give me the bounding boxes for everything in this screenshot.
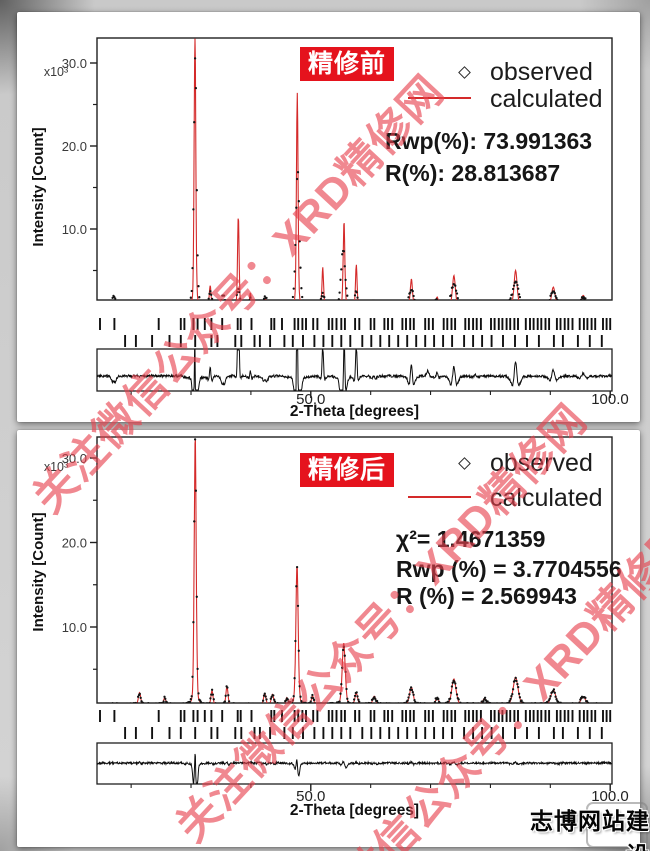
stat-chi2-after: χ²= 1.4671359 (396, 526, 546, 552)
svg-text:10.0: 10.0 (62, 222, 87, 237)
legend-calculated-label: calculated (490, 85, 603, 113)
legend-observed-label: observed (490, 58, 593, 86)
logo-frame (586, 802, 648, 848)
stat-r-after: R (%) = 2.569943 (396, 583, 577, 609)
logo-title: 志博网站建设 (530, 808, 650, 851)
svg-text:Intensity [Count]: Intensity [Count] (30, 127, 47, 246)
legend-observed-label: observed (490, 449, 593, 477)
svg-text:20.0: 20.0 (62, 536, 87, 551)
svg-text:100.0: 100.0 (591, 788, 629, 805)
chart-card-after: 10.0 20.0 30.0 x10³ Intensity [Count] 50.0 100… (17, 430, 640, 847)
stat-rwp-after: Rwp (%) = 3.7704556 (396, 556, 622, 582)
svg-text:x10³: x10³ (44, 65, 68, 79)
badge-before: 精修前 (300, 47, 394, 81)
svg-text:50.0: 50.0 (296, 788, 325, 805)
svg-text:x10³: x10³ (44, 460, 68, 474)
badge-after: 精修后 (300, 453, 394, 487)
calculated-line-icon (408, 97, 471, 99)
stat-rwp-before: Rwp(%): 73.991363 (385, 128, 593, 154)
chart-card-before: 10.0 20.0 30.0 x10³ Intensity [Count] 50.0 100… (17, 12, 640, 422)
stat-r-before: R(%): 28.813687 (385, 160, 561, 186)
site-logo: 志博网站建设 WWW.ZHIBOWZ.COM (512, 802, 650, 851)
svg-text:2-Theta [degrees]: 2-Theta [degrees] (290, 802, 419, 819)
svg-text:Intensity [Count]: Intensity [Count] (30, 512, 47, 631)
calculated-line-icon (408, 496, 471, 498)
svg-text:30.0: 30.0 (62, 451, 87, 466)
svg-text:2-Theta [degrees]: 2-Theta [degrees] (290, 403, 419, 420)
legend-calculated-label: calculated (490, 484, 603, 512)
svg-text:50.0: 50.0 (296, 391, 325, 408)
svg-text:20.0: 20.0 (62, 139, 87, 154)
svg-text:100.0: 100.0 (591, 391, 629, 408)
svg-text:30.0: 30.0 (62, 56, 87, 71)
svg-text:10.0: 10.0 (62, 620, 87, 635)
